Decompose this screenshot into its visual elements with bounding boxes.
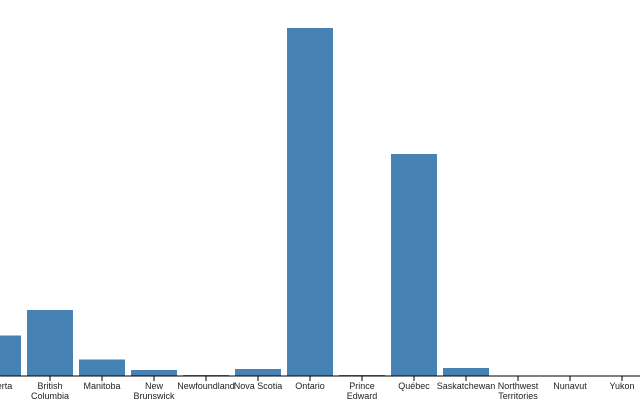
x-tick-label-line: Alberta xyxy=(0,381,12,391)
x-tick-label-line: British xyxy=(37,381,62,391)
bar-new-brunswick xyxy=(131,370,177,376)
bar-manitoba xyxy=(79,359,125,376)
x-tick-label: New Brunswick xyxy=(133,381,175,400)
x-tick-label-line: Manitoba xyxy=(83,381,120,391)
x-tick-label: Newfoundland xyxy=(177,381,235,391)
bar-british-columbia xyxy=(27,310,73,376)
x-tick-label: Northwest Territories xyxy=(498,381,539,400)
x-tick-label-line: Ontario xyxy=(295,381,325,391)
bar-ontario xyxy=(287,27,333,377)
bar-novascotia xyxy=(235,369,281,376)
x-tick-label: Yukon xyxy=(609,381,634,391)
x-tick-label-line: Saskatchewan xyxy=(437,381,496,391)
x-tick-label-line: New xyxy=(145,381,164,391)
x-tick-label-line: Québec xyxy=(398,381,430,391)
x-tick-label: Manitoba xyxy=(83,381,120,391)
x-tick-label-line: Newfoundland xyxy=(177,381,235,391)
x-tick-label-line: Prince xyxy=(349,381,375,391)
x-tick-label: Nova Scotia xyxy=(234,381,283,391)
x-tick-label-line: Brunswick xyxy=(133,391,175,400)
x-tick-label: Prince Edward xyxy=(347,381,378,400)
x-tick-label-line: Northwest xyxy=(498,381,539,391)
x-tick-label-line: Edward xyxy=(347,391,378,400)
bar-saskatchewan xyxy=(443,368,489,376)
x-tick-label-line: Nunavut xyxy=(553,381,587,391)
bars-group xyxy=(0,27,489,377)
x-tick-label-line: Yukon xyxy=(609,381,634,391)
x-tick-label: Ontario xyxy=(295,381,325,391)
x-tick-label-line: Territories xyxy=(498,391,538,400)
x-tick-label: Nunavut xyxy=(553,381,587,391)
x-tick-label: Saskatchewan xyxy=(437,381,496,391)
x-tick-label: Alberta xyxy=(0,381,12,391)
x-tick-label: Québec xyxy=(398,381,430,391)
x-tick-label-line: Nova Scotia xyxy=(234,381,283,391)
bar-qubec xyxy=(391,153,437,376)
bar-alberta xyxy=(0,335,21,376)
x-tick-label: British Columbia xyxy=(31,381,69,400)
x-tick-label-line: Columbia xyxy=(31,391,69,400)
